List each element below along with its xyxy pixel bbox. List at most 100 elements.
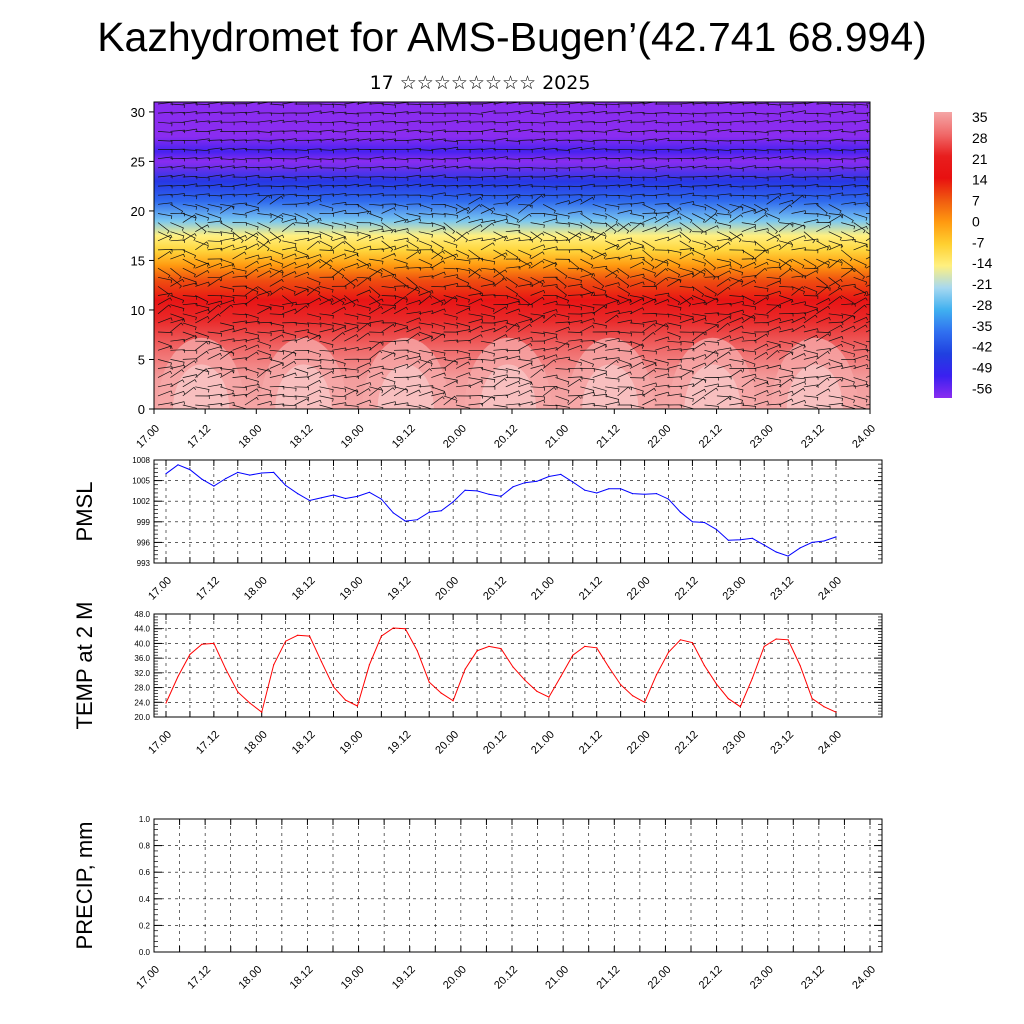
wind-barb xyxy=(182,258,196,269)
wind-barb xyxy=(605,395,620,403)
wind-barb xyxy=(530,121,545,127)
wind-barb xyxy=(505,194,521,198)
wind-barb xyxy=(431,249,444,261)
wind-barb xyxy=(331,184,347,189)
wind-barb xyxy=(679,112,694,118)
wind-barb xyxy=(443,194,458,200)
wind-barb xyxy=(642,138,657,142)
x-tick-label: 23.00 xyxy=(720,575,748,603)
wind-barb xyxy=(406,360,420,369)
wind-barb xyxy=(841,176,856,182)
wind-barb xyxy=(542,309,558,315)
wind-barb xyxy=(518,343,533,351)
wind-barb xyxy=(791,316,806,324)
wind-barb xyxy=(667,204,680,215)
wind-barb xyxy=(828,185,844,190)
data-point xyxy=(763,645,765,648)
wind-barb xyxy=(716,396,731,406)
wind-barb xyxy=(493,404,508,409)
wind-barb xyxy=(692,112,707,117)
wind-barb xyxy=(716,303,732,307)
wind-barb xyxy=(269,278,284,287)
wind-barb xyxy=(269,313,285,318)
wind-barb xyxy=(816,167,831,172)
wind-barb xyxy=(580,273,595,278)
wind-barb xyxy=(543,185,558,191)
wind-barb xyxy=(530,355,546,360)
x-tick-label: 21.00 xyxy=(543,423,571,451)
wind-barb xyxy=(418,131,434,136)
data-point xyxy=(488,493,490,495)
wind-barb xyxy=(828,278,843,287)
wind-barb xyxy=(381,157,397,161)
wind-barb xyxy=(791,381,807,388)
wind-barb xyxy=(691,249,706,259)
wind-barb xyxy=(617,319,633,324)
wind-barb xyxy=(667,313,682,320)
wind-barb xyxy=(555,368,570,373)
data-point xyxy=(715,528,718,531)
wind-barb xyxy=(195,262,210,269)
wind-barb xyxy=(766,231,780,242)
wind-barb xyxy=(406,332,420,342)
wind-barb xyxy=(841,314,855,324)
wind-barb xyxy=(629,307,645,315)
wind-barb xyxy=(331,295,345,306)
wind-barb xyxy=(182,379,197,388)
wind-barb xyxy=(282,339,297,343)
x-tick-label: 24.00 xyxy=(850,964,878,992)
wind-barb xyxy=(356,203,370,215)
y-tick-label: 44.0 xyxy=(134,625,150,634)
wind-barb xyxy=(195,131,210,135)
wind-barb xyxy=(518,359,533,365)
wind-barb xyxy=(816,121,831,125)
wind-barb xyxy=(729,203,744,211)
wind-barb xyxy=(431,331,446,338)
wind-barb xyxy=(580,249,593,260)
wind-barb xyxy=(381,387,395,397)
wind-barb xyxy=(393,228,409,233)
wind-barb xyxy=(331,359,346,367)
wind-barb xyxy=(617,184,633,188)
x-tick-label: 17.12 xyxy=(194,729,222,757)
data-point xyxy=(177,675,179,678)
wind-barb xyxy=(518,258,531,269)
wind-barb xyxy=(667,149,682,154)
wind-barb xyxy=(754,377,769,385)
wind-barb xyxy=(779,368,794,375)
wind-barb xyxy=(431,158,446,163)
wind-barb xyxy=(729,279,744,287)
wind-barb xyxy=(729,325,744,333)
wind-barb xyxy=(741,314,756,324)
wind-barb xyxy=(691,378,706,388)
wind-barb xyxy=(381,240,394,252)
wind-barb xyxy=(853,184,869,189)
wind-barb xyxy=(319,370,334,378)
wind-barb xyxy=(381,286,396,292)
wind-barb xyxy=(443,185,459,189)
wind-barb xyxy=(704,350,718,360)
data-point xyxy=(189,653,191,656)
wind-barb xyxy=(244,320,260,325)
wind-barb xyxy=(518,175,533,180)
wind-barb xyxy=(294,213,308,223)
wind-barb xyxy=(480,368,495,376)
wind-barb xyxy=(182,149,198,154)
wind-barb xyxy=(368,286,381,298)
wind-barb xyxy=(828,343,844,351)
wind-barb xyxy=(828,378,843,388)
wind-barb xyxy=(679,213,693,223)
wind-barb xyxy=(605,267,618,279)
x-tick-label: 17.12 xyxy=(185,964,213,992)
wind-barb xyxy=(729,112,744,117)
wind-barb xyxy=(828,166,844,170)
data-point xyxy=(548,475,550,478)
wind-barb xyxy=(418,138,434,142)
wind-barb xyxy=(592,156,608,161)
data-point xyxy=(835,711,837,713)
wind-barb xyxy=(443,395,457,406)
wind-barb xyxy=(331,222,347,229)
wind-barb xyxy=(431,184,446,189)
wind-barb xyxy=(778,199,794,205)
wind-barb xyxy=(642,129,658,134)
